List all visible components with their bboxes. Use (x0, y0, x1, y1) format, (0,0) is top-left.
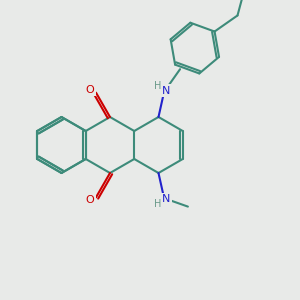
Text: N: N (162, 194, 170, 204)
Text: O: O (85, 195, 94, 206)
Text: H: H (154, 81, 162, 91)
Text: H: H (154, 199, 162, 209)
Text: O: O (85, 85, 94, 94)
Text: N: N (162, 86, 170, 96)
